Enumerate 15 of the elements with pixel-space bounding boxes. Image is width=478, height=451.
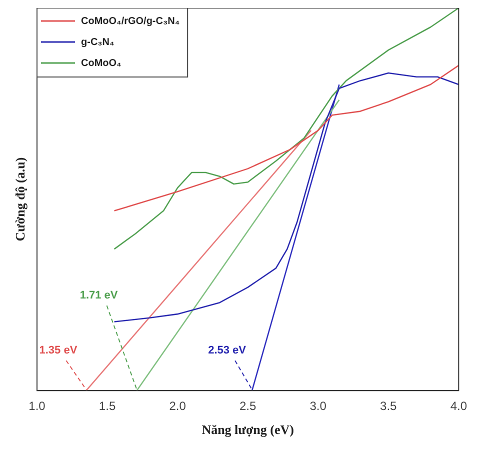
- x-tick-label: 1.5: [98, 399, 116, 414]
- x-tick-label: 2.5: [239, 399, 256, 414]
- x-axis-title: Năng lượng (eV): [202, 422, 294, 437]
- annotation: 2.53 eV: [208, 344, 247, 357]
- legend-label: CoMoO₄: [81, 58, 122, 69]
- y-axis-title: Cường độ (a.u): [12, 157, 28, 242]
- x-tick-label: 4.0: [450, 399, 468, 414]
- x-tick-label: 1.0: [28, 399, 46, 414]
- x-tick-label: 2.0: [169, 399, 186, 414]
- legend-label: g-C₃N₄: [81, 36, 115, 48]
- annotation: 1.35 eV: [39, 344, 78, 357]
- annotation: 1.71 eV: [80, 290, 118, 302]
- x-tick-label: 3.5: [380, 399, 398, 414]
- x-tick-label: 3.0: [310, 399, 327, 414]
- legend-label: CoMoO₄/rGO/g-C₃N₄: [81, 16, 180, 27]
